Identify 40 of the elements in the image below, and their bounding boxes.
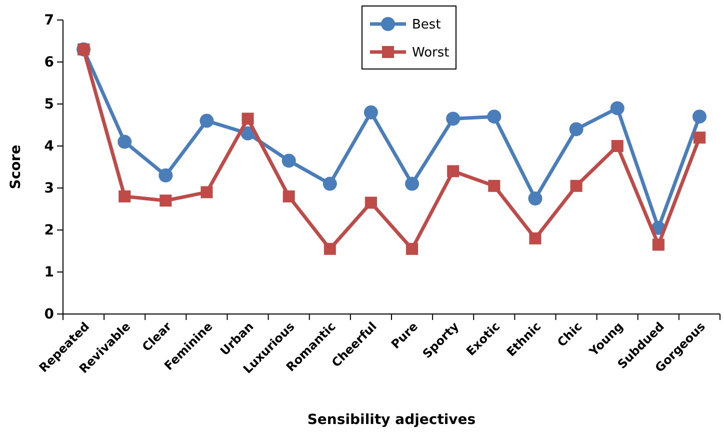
y-axis-title: Score <box>8 144 24 190</box>
point <box>405 176 420 191</box>
point <box>364 196 377 209</box>
point <box>406 242 418 255</box>
point <box>487 110 502 124</box>
point <box>158 168 173 182</box>
point <box>118 134 132 149</box>
x-axis-title: Sensibility adjectives <box>307 412 476 428</box>
point <box>282 190 295 202</box>
y-tick-label: 5 <box>44 96 54 112</box>
point <box>282 154 296 168</box>
point <box>610 101 624 116</box>
point <box>242 112 254 125</box>
point <box>160 194 172 207</box>
y-tick-label: 6 <box>44 54 54 70</box>
point <box>570 180 582 192</box>
point <box>118 190 131 202</box>
point <box>447 165 460 178</box>
point <box>528 192 542 206</box>
point <box>200 186 213 198</box>
point <box>652 238 664 251</box>
point <box>324 242 336 255</box>
point <box>364 105 378 120</box>
point <box>611 140 624 152</box>
y-tick-label: 7 <box>44 12 54 28</box>
y-tick-label: 1 <box>44 264 54 280</box>
point <box>200 114 214 128</box>
y-tick-label: 2 <box>44 222 54 238</box>
y-tick-label: 0 <box>44 306 54 322</box>
legend-label: Worst <box>412 46 450 61</box>
y-tick-label: 3 <box>44 180 54 196</box>
point <box>692 110 706 124</box>
y-tick-label: 4 <box>44 138 54 154</box>
point <box>322 176 337 191</box>
point <box>529 232 542 244</box>
point <box>488 180 500 192</box>
point <box>569 122 584 136</box>
point <box>446 112 460 126</box>
legend-label: Best <box>412 18 441 33</box>
point <box>693 132 706 144</box>
